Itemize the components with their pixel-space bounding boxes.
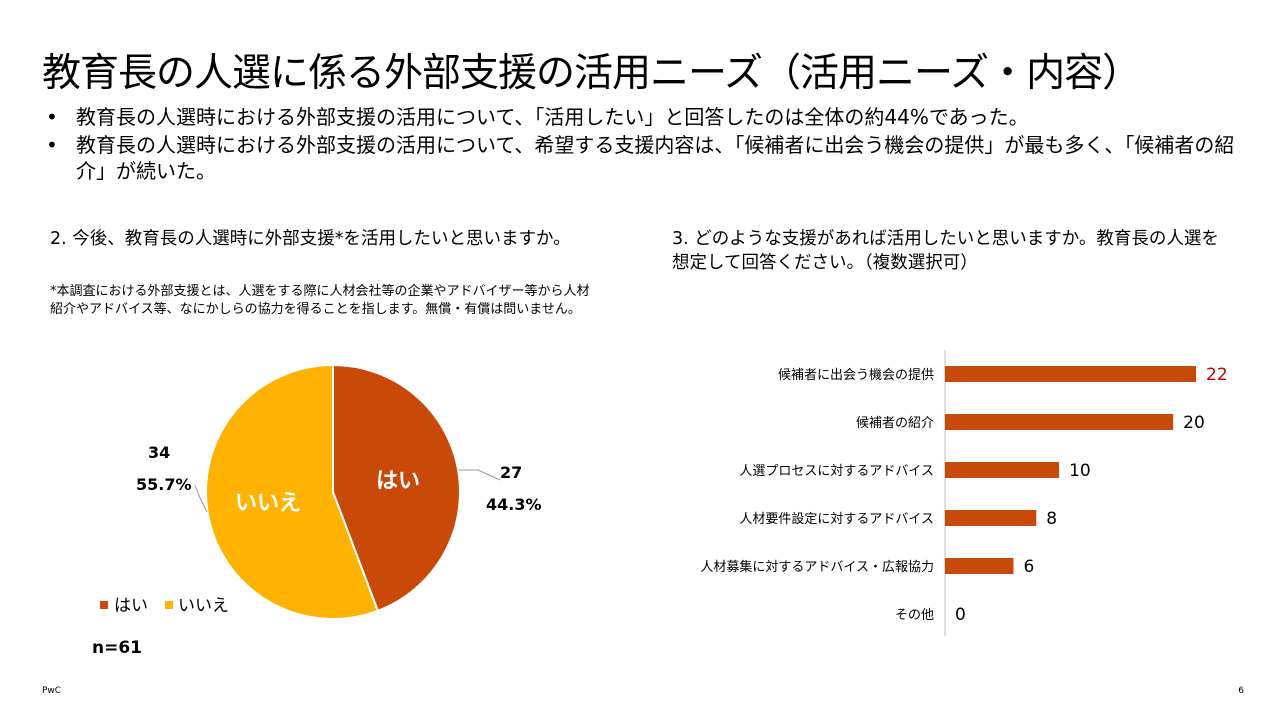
leader-line-no <box>194 484 208 513</box>
pie-slice-label-yes: はい <box>376 469 420 494</box>
bar <box>945 558 1014 574</box>
bar-category-label: 候補者に出会う機会の提供 <box>778 367 934 383</box>
bar-value-label: 8 <box>1046 509 1057 529</box>
legend-swatch-yes <box>100 601 108 609</box>
bullet-item: 教育長の人選時における外部支援の活用について、「活用したい」と回答したのは全体の… <box>42 104 1242 130</box>
bar <box>945 414 1174 430</box>
bar-value-label: 0 <box>955 605 966 625</box>
legend-label-yes: はい <box>114 596 148 616</box>
pie-count-yes: 27 <box>500 463 522 482</box>
left-note: *本調査における外部支援とは、人選をする際に人材会社等の企業やアドバイザー等から… <box>50 284 590 317</box>
legend-swatch-no <box>165 601 173 609</box>
bullet-item: 教育長の人選時における外部支援の活用について、希望する支援内容は、「候補者に出会… <box>42 132 1242 184</box>
page-title: 教育長の人選に係る外部支援の活用ニーズ（活用ニーズ・内容） <box>42 51 1141 96</box>
bar-category-label: 候補者の紹介 <box>856 416 934 431</box>
bar-value-label: 10 <box>1069 461 1091 481</box>
page-number: 6 <box>1238 686 1244 696</box>
pie-percent-yes: 44.3% <box>486 495 542 514</box>
bar-value-label: 22 <box>1206 365 1228 385</box>
pie-slice-no <box>205 363 380 620</box>
left-question: 2. 今後、教育長の人選時に外部支援*を活用したいと思いますか。 <box>50 229 571 249</box>
right-question: 3. どのような支援があれば活用したいと思いますか。教育長の人選を想定して回答く… <box>672 229 1219 273</box>
pie-slices <box>205 363 461 620</box>
bar-category-label: 人選プロセスに対するアドバイス <box>739 464 934 479</box>
bar-category-label: 人材募集に対するアドバイス・広報協力 <box>700 559 934 575</box>
pie-slice-yes <box>332 363 461 613</box>
bar <box>945 366 1196 382</box>
bar-category-label: 人材要件設定に対するアドバイス <box>739 511 934 527</box>
bar-value-label: 20 <box>1183 413 1205 433</box>
summary-bullets: 教育長の人選時における外部支援の活用について、「活用したい」と回答したのは全体の… <box>42 104 1242 186</box>
bar <box>945 510 1037 526</box>
pie-count-no: 34 <box>148 443 170 462</box>
legend-label-no: いいえ <box>178 596 229 616</box>
sample-size-label: n=61 <box>92 638 143 658</box>
footer-brand: PwC <box>42 686 62 696</box>
pie-percent-no: 55.7% <box>136 475 192 494</box>
bar-category-label: その他 <box>895 608 934 623</box>
bar-value-label: 6 <box>1023 557 1034 577</box>
bar-group: 候補者に出会う機会の提供 22 候補者の紹介 20 人選プロセスに対するアドバイス 10 人… <box>700 365 1227 625</box>
leader-line-yes <box>458 469 501 481</box>
bar <box>945 462 1060 478</box>
pie-slice-label-no: いいえ <box>235 491 301 516</box>
